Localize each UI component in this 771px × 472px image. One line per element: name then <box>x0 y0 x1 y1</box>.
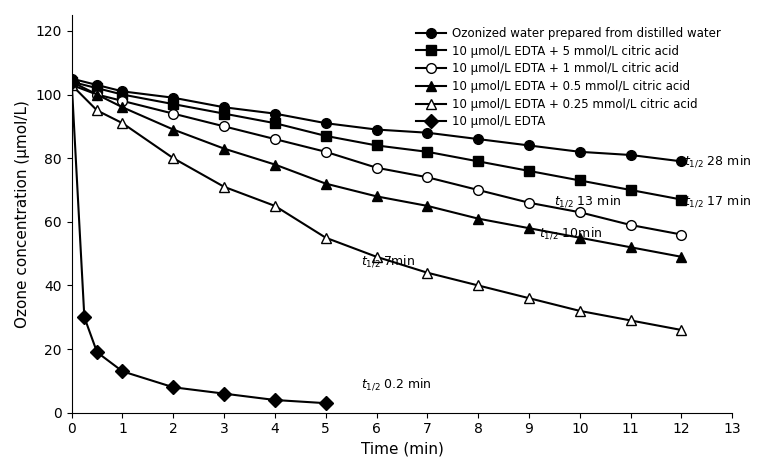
10 μmol/L EDTA + 0.25 mmol/L citric acid <box>169 155 178 161</box>
10 μmol/L EDTA + 0.25 mmol/L citric acid <box>118 120 127 126</box>
Text: $t_{1/2}$ 13 min: $t_{1/2}$ 13 min <box>554 194 621 209</box>
10 μmol/L EDTA + 5 mmol/L citric acid <box>220 111 229 117</box>
10 μmol/L EDTA + 0.25 mmol/L citric acid <box>372 254 381 260</box>
10 μmol/L EDTA + 1 mmol/L citric acid <box>423 175 432 180</box>
10 μmol/L EDTA <box>93 349 102 355</box>
Ozonized water prepared from distilled water <box>322 120 331 126</box>
Line: 10 μmol/L EDTA + 5 mmol/L citric acid: 10 μmol/L EDTA + 5 mmol/L citric acid <box>67 77 686 204</box>
10 μmol/L EDTA + 0.5 mmol/L citric acid <box>322 181 331 186</box>
10 μmol/L EDTA <box>79 314 89 320</box>
10 μmol/L EDTA + 5 mmol/L citric acid <box>271 120 280 126</box>
10 μmol/L EDTA + 0.25 mmol/L citric acid <box>271 203 280 209</box>
10 μmol/L EDTA + 5 mmol/L citric acid <box>93 85 102 91</box>
10 μmol/L EDTA + 0.5 mmol/L citric acid <box>169 126 178 132</box>
10 μmol/L EDTA <box>271 397 280 403</box>
10 μmol/L EDTA + 5 mmol/L citric acid <box>524 168 534 174</box>
Text: $t_{1/2}$ 7min: $t_{1/2}$ 7min <box>362 254 416 270</box>
10 μmol/L EDTA + 1 mmol/L citric acid <box>67 82 76 88</box>
10 μmol/L EDTA + 1 mmol/L citric acid <box>322 149 331 155</box>
X-axis label: Time (min): Time (min) <box>361 442 443 457</box>
10 μmol/L EDTA + 0.5 mmol/L citric acid <box>677 254 686 260</box>
10 μmol/L EDTA + 1 mmol/L citric acid <box>271 136 280 142</box>
Line: 10 μmol/L EDTA: 10 μmol/L EDTA <box>67 77 331 408</box>
10 μmol/L EDTA + 1 mmol/L citric acid <box>220 124 229 129</box>
10 μmol/L EDTA + 0.5 mmol/L citric acid <box>423 203 432 209</box>
10 μmol/L EDTA + 0.25 mmol/L citric acid <box>677 327 686 333</box>
10 μmol/L EDTA + 5 mmol/L citric acid <box>677 197 686 202</box>
Line: Ozonized water prepared from distilled water: Ozonized water prepared from distilled w… <box>67 74 686 166</box>
10 μmol/L EDTA + 0.5 mmol/L citric acid <box>118 104 127 110</box>
Ozonized water prepared from distilled water <box>372 126 381 132</box>
10 μmol/L EDTA + 0.5 mmol/L citric acid <box>626 244 635 250</box>
10 μmol/L EDTA + 0.5 mmol/L citric acid <box>271 162 280 168</box>
10 μmol/L EDTA + 0.25 mmol/L citric acid <box>423 270 432 276</box>
Ozonized water prepared from distilled water <box>93 82 102 88</box>
10 μmol/L EDTA + 0.25 mmol/L citric acid <box>67 82 76 88</box>
Text: $t_{1/2}$ 28 min: $t_{1/2}$ 28 min <box>684 153 752 169</box>
10 μmol/L EDTA + 1 mmol/L citric acid <box>524 200 534 206</box>
10 μmol/L EDTA <box>220 391 229 396</box>
10 μmol/L EDTA + 5 mmol/L citric acid <box>169 101 178 107</box>
10 μmol/L EDTA <box>169 384 178 390</box>
10 μmol/L EDTA + 0.25 mmol/L citric acid <box>93 108 102 113</box>
10 μmol/L EDTA + 0.5 mmol/L citric acid <box>67 79 76 84</box>
10 μmol/L EDTA <box>67 79 76 84</box>
10 μmol/L EDTA + 1 mmol/L citric acid <box>372 165 381 170</box>
Legend: Ozonized water prepared from distilled water, 10 μmol/L EDTA + 5 mmol/L citric a: Ozonized water prepared from distilled w… <box>410 21 726 135</box>
10 μmol/L EDTA + 1 mmol/L citric acid <box>626 222 635 228</box>
10 μmol/L EDTA + 0.25 mmol/L citric acid <box>220 184 229 190</box>
10 μmol/L EDTA + 1 mmol/L citric acid <box>473 187 483 193</box>
10 μmol/L EDTA + 1 mmol/L citric acid <box>169 111 178 117</box>
10 μmol/L EDTA + 0.5 mmol/L citric acid <box>372 194 381 199</box>
10 μmol/L EDTA + 0.5 mmol/L citric acid <box>220 146 229 152</box>
Y-axis label: Ozone concentration (μmol/L): Ozone concentration (μmol/L) <box>15 100 30 328</box>
Ozonized water prepared from distilled water <box>626 152 635 158</box>
Ozonized water prepared from distilled water <box>118 89 127 94</box>
10 μmol/L EDTA + 0.5 mmol/L citric acid <box>575 235 584 241</box>
10 μmol/L EDTA + 5 mmol/L citric acid <box>423 149 432 155</box>
Line: 10 μmol/L EDTA + 1 mmol/L citric acid: 10 μmol/L EDTA + 1 mmol/L citric acid <box>67 80 686 239</box>
10 μmol/L EDTA <box>118 369 127 374</box>
10 μmol/L EDTA + 1 mmol/L citric acid <box>118 98 127 104</box>
Ozonized water prepared from distilled water <box>473 136 483 142</box>
Text: $t_{1/2}$ 10min: $t_{1/2}$ 10min <box>539 225 603 241</box>
10 μmol/L EDTA + 5 mmol/L citric acid <box>575 177 584 183</box>
Ozonized water prepared from distilled water <box>677 159 686 164</box>
Text: $t_{1/2}$ 17 min: $t_{1/2}$ 17 min <box>684 194 752 209</box>
10 μmol/L EDTA + 0.25 mmol/L citric acid <box>524 295 534 301</box>
Ozonized water prepared from distilled water <box>169 95 178 101</box>
Ozonized water prepared from distilled water <box>423 130 432 135</box>
10 μmol/L EDTA + 0.5 mmol/L citric acid <box>93 92 102 97</box>
10 μmol/L EDTA + 0.5 mmol/L citric acid <box>524 225 534 231</box>
10 μmol/L EDTA + 0.25 mmol/L citric acid <box>626 318 635 323</box>
10 μmol/L EDTA + 0.25 mmol/L citric acid <box>322 235 331 241</box>
Line: 10 μmol/L EDTA + 0.5 mmol/L citric acid: 10 μmol/L EDTA + 0.5 mmol/L citric acid <box>67 77 686 261</box>
10 μmol/L EDTA <box>322 400 331 406</box>
10 μmol/L EDTA + 0.25 mmol/L citric acid <box>575 308 584 314</box>
10 μmol/L EDTA + 5 mmol/L citric acid <box>322 133 331 139</box>
10 μmol/L EDTA + 5 mmol/L citric acid <box>372 143 381 148</box>
Line: 10 μmol/L EDTA + 0.25 mmol/L citric acid: 10 μmol/L EDTA + 0.25 mmol/L citric acid <box>67 80 686 335</box>
10 μmol/L EDTA + 1 mmol/L citric acid <box>575 210 584 215</box>
Ozonized water prepared from distilled water <box>271 111 280 117</box>
10 μmol/L EDTA + 5 mmol/L citric acid <box>473 159 483 164</box>
10 μmol/L EDTA + 5 mmol/L citric acid <box>626 187 635 193</box>
Ozonized water prepared from distilled water <box>575 149 584 155</box>
Ozonized water prepared from distilled water <box>220 104 229 110</box>
Ozonized water prepared from distilled water <box>67 76 76 82</box>
Text: $t_{1/2}$ 0.2 min: $t_{1/2}$ 0.2 min <box>362 376 432 392</box>
10 μmol/L EDTA + 1 mmol/L citric acid <box>677 232 686 237</box>
10 μmol/L EDTA + 5 mmol/L citric acid <box>67 79 76 84</box>
10 μmol/L EDTA + 0.5 mmol/L citric acid <box>473 216 483 221</box>
10 μmol/L EDTA + 1 mmol/L citric acid <box>93 92 102 97</box>
10 μmol/L EDTA + 0.25 mmol/L citric acid <box>473 283 483 288</box>
10 μmol/L EDTA + 5 mmol/L citric acid <box>118 92 127 97</box>
Ozonized water prepared from distilled water <box>524 143 534 148</box>
